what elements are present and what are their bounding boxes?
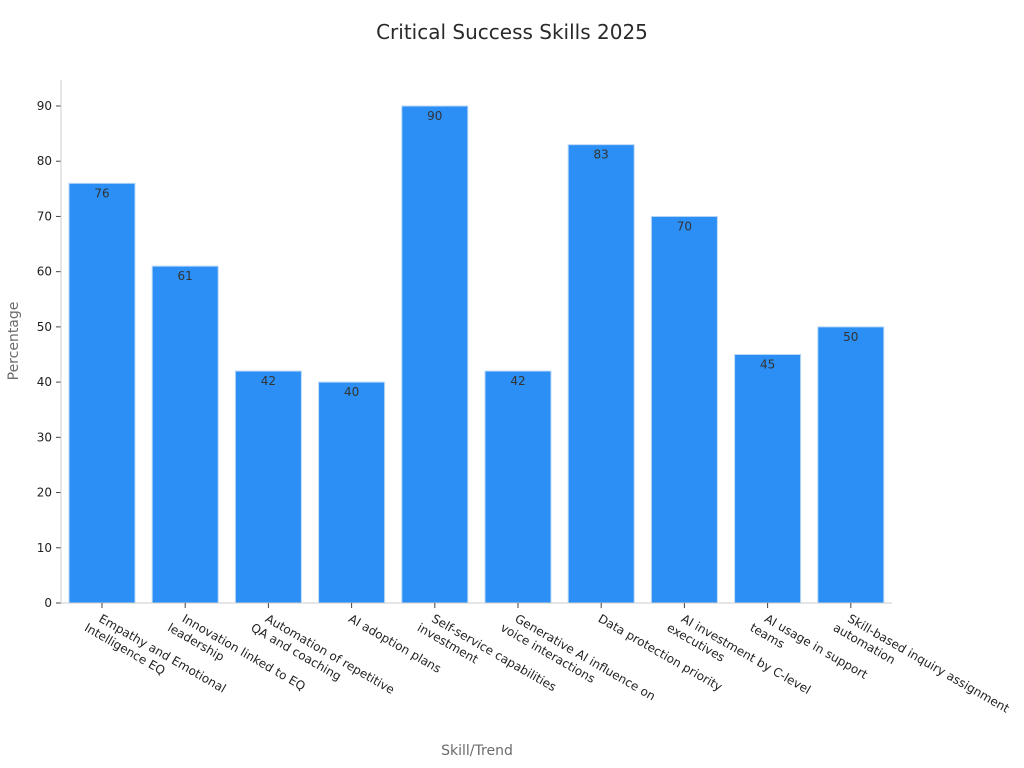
bar-value-label: 45 <box>760 358 775 372</box>
bar-value-label: 83 <box>594 148 609 162</box>
bar <box>650 215 718 604</box>
x-tick-label-line: Skill-based inquiry assignment <box>845 611 1012 715</box>
y-axis-title: Percentage <box>6 302 22 381</box>
bar <box>567 144 635 604</box>
bar-value-label: 42 <box>510 374 525 388</box>
bar-value-label: 90 <box>427 109 442 123</box>
x-axis-title: Skill/Trend <box>441 743 513 759</box>
bar <box>401 105 469 604</box>
bar-value-label: 61 <box>178 269 193 283</box>
bar <box>734 354 802 604</box>
y-tick-label: 40 <box>37 375 52 389</box>
bar-value-label: 42 <box>261 374 276 388</box>
bar-value-label: 40 <box>344 385 359 399</box>
bar-value-label: 70 <box>677 219 692 233</box>
y-axis-ticks: 0 10 20 30 40 50 60 70 80 90 <box>37 99 61 610</box>
bar <box>151 265 219 604</box>
bar-value-label: 76 <box>94 186 109 200</box>
y-tick-label: 80 <box>37 154 52 168</box>
y-tick-label: 30 <box>37 430 52 444</box>
y-tick-label: 60 <box>37 265 52 279</box>
bar <box>484 370 552 604</box>
y-tick-label: 50 <box>37 320 52 334</box>
bar <box>234 370 302 604</box>
x-tick-label-line: Generative AI influence on <box>513 611 658 703</box>
data-labels: 76 61 42 40 90 42 83 70 45 50 <box>94 109 858 399</box>
bar <box>817 326 885 604</box>
y-tick-label: 90 <box>37 99 52 113</box>
chart-title: Critical Success Skills 2025 <box>376 20 648 44</box>
y-tick-label: 20 <box>37 486 52 500</box>
y-tick-label: 0 <box>44 596 52 610</box>
bars <box>68 105 885 604</box>
y-tick-label: 70 <box>37 209 52 223</box>
bar <box>68 182 136 604</box>
bar-value-label: 50 <box>843 330 858 344</box>
bar <box>318 381 386 604</box>
y-tick-label: 10 <box>37 541 52 555</box>
